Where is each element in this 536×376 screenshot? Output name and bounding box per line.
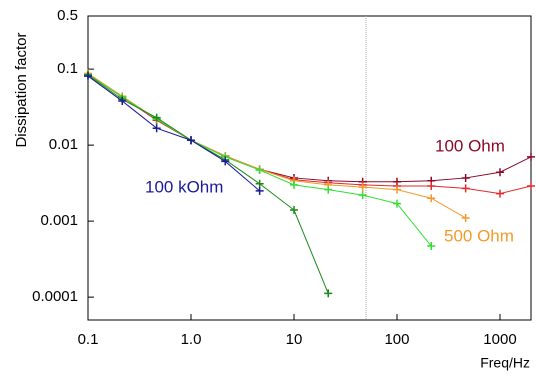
point-marker: [152, 124, 161, 133]
series-line: [87, 73, 532, 195]
series-line: [87, 74, 329, 294]
series-label: 500 Ohm: [444, 226, 514, 245]
point-marker: [358, 191, 367, 200]
point-marker: [527, 152, 535, 161]
point-marker: [495, 168, 504, 177]
point-marker: [152, 113, 161, 122]
x-tick-label: 10: [286, 331, 303, 348]
point-marker: [84, 72, 92, 81]
point-marker: [427, 181, 436, 190]
y-tick-label: 0.5: [57, 7, 78, 24]
point-marker: [289, 180, 298, 189]
point-marker: [461, 213, 470, 222]
point-marker: [118, 97, 127, 106]
y-tick-label: 0.01: [49, 136, 78, 153]
x-tick-label: 0.1: [78, 331, 99, 348]
point-marker: [427, 194, 436, 203]
point-marker: [255, 179, 264, 188]
point-marker: [527, 181, 535, 190]
y-tick-label: 0.1: [57, 60, 78, 77]
point-marker: [221, 157, 230, 166]
point-marker: [255, 166, 264, 175]
x-tick-label: 100: [384, 331, 409, 348]
point-marker: [255, 186, 264, 195]
x-tick-label: 1000: [483, 331, 516, 348]
point-marker: [461, 173, 470, 182]
point-marker: [427, 242, 436, 251]
point-marker: [324, 289, 333, 298]
point-marker: [358, 183, 367, 192]
series-label: 100 kOhm: [145, 177, 223, 196]
point-marker: [392, 185, 401, 194]
point-marker: [324, 185, 333, 194]
y-tick-label: 0.0001: [32, 288, 78, 305]
point-marker: [186, 136, 195, 145]
series-label: 100 Ohm: [435, 136, 505, 155]
plot-frame: [87, 15, 532, 321]
series-line: [87, 74, 432, 247]
x-axis-label: Freq/Hz: [480, 355, 530, 371]
x-tick-label: 1.0: [181, 331, 202, 348]
series-line: [87, 75, 260, 192]
point-marker: [495, 189, 504, 198]
point-marker: [461, 184, 470, 193]
point-marker: [392, 199, 401, 208]
y-tick-label: 0.001: [40, 212, 78, 229]
y-axis-label: Dissipation factor: [13, 32, 30, 147]
point-marker: [289, 206, 298, 215]
